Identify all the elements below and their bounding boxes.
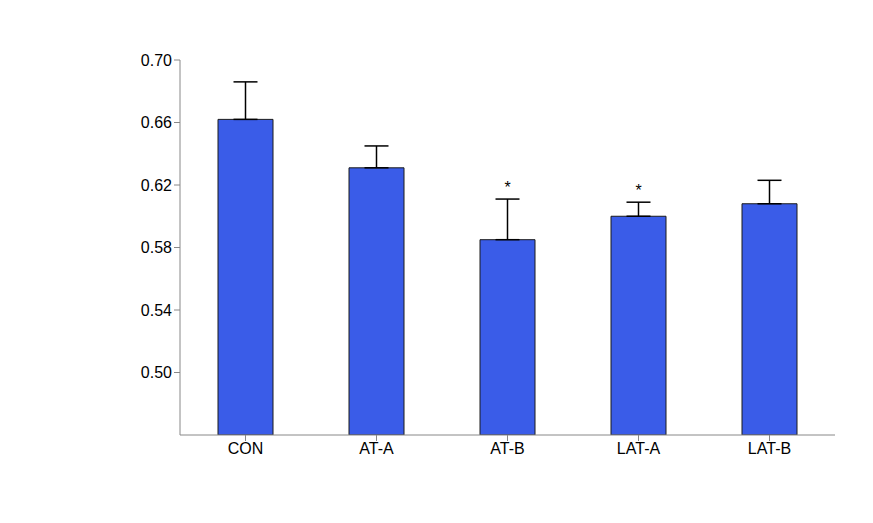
svg-text:*: * xyxy=(504,179,510,196)
svg-text:0.58: 0.58 xyxy=(141,239,172,256)
svg-text:CON: CON xyxy=(228,440,264,457)
svg-text:0.66: 0.66 xyxy=(141,114,172,131)
svg-text:*: * xyxy=(635,182,641,199)
svg-text:AT-A: AT-A xyxy=(359,440,394,457)
svg-text:0.70: 0.70 xyxy=(141,52,172,69)
svg-text:LAT-A: LAT-A xyxy=(617,440,661,457)
svg-text:0.62: 0.62 xyxy=(141,177,172,194)
svg-text:LAT-B: LAT-B xyxy=(748,440,791,457)
svg-text:AT-B: AT-B xyxy=(490,440,524,457)
svg-text:0.50: 0.50 xyxy=(141,364,172,381)
svg-text:0.54: 0.54 xyxy=(141,302,172,319)
